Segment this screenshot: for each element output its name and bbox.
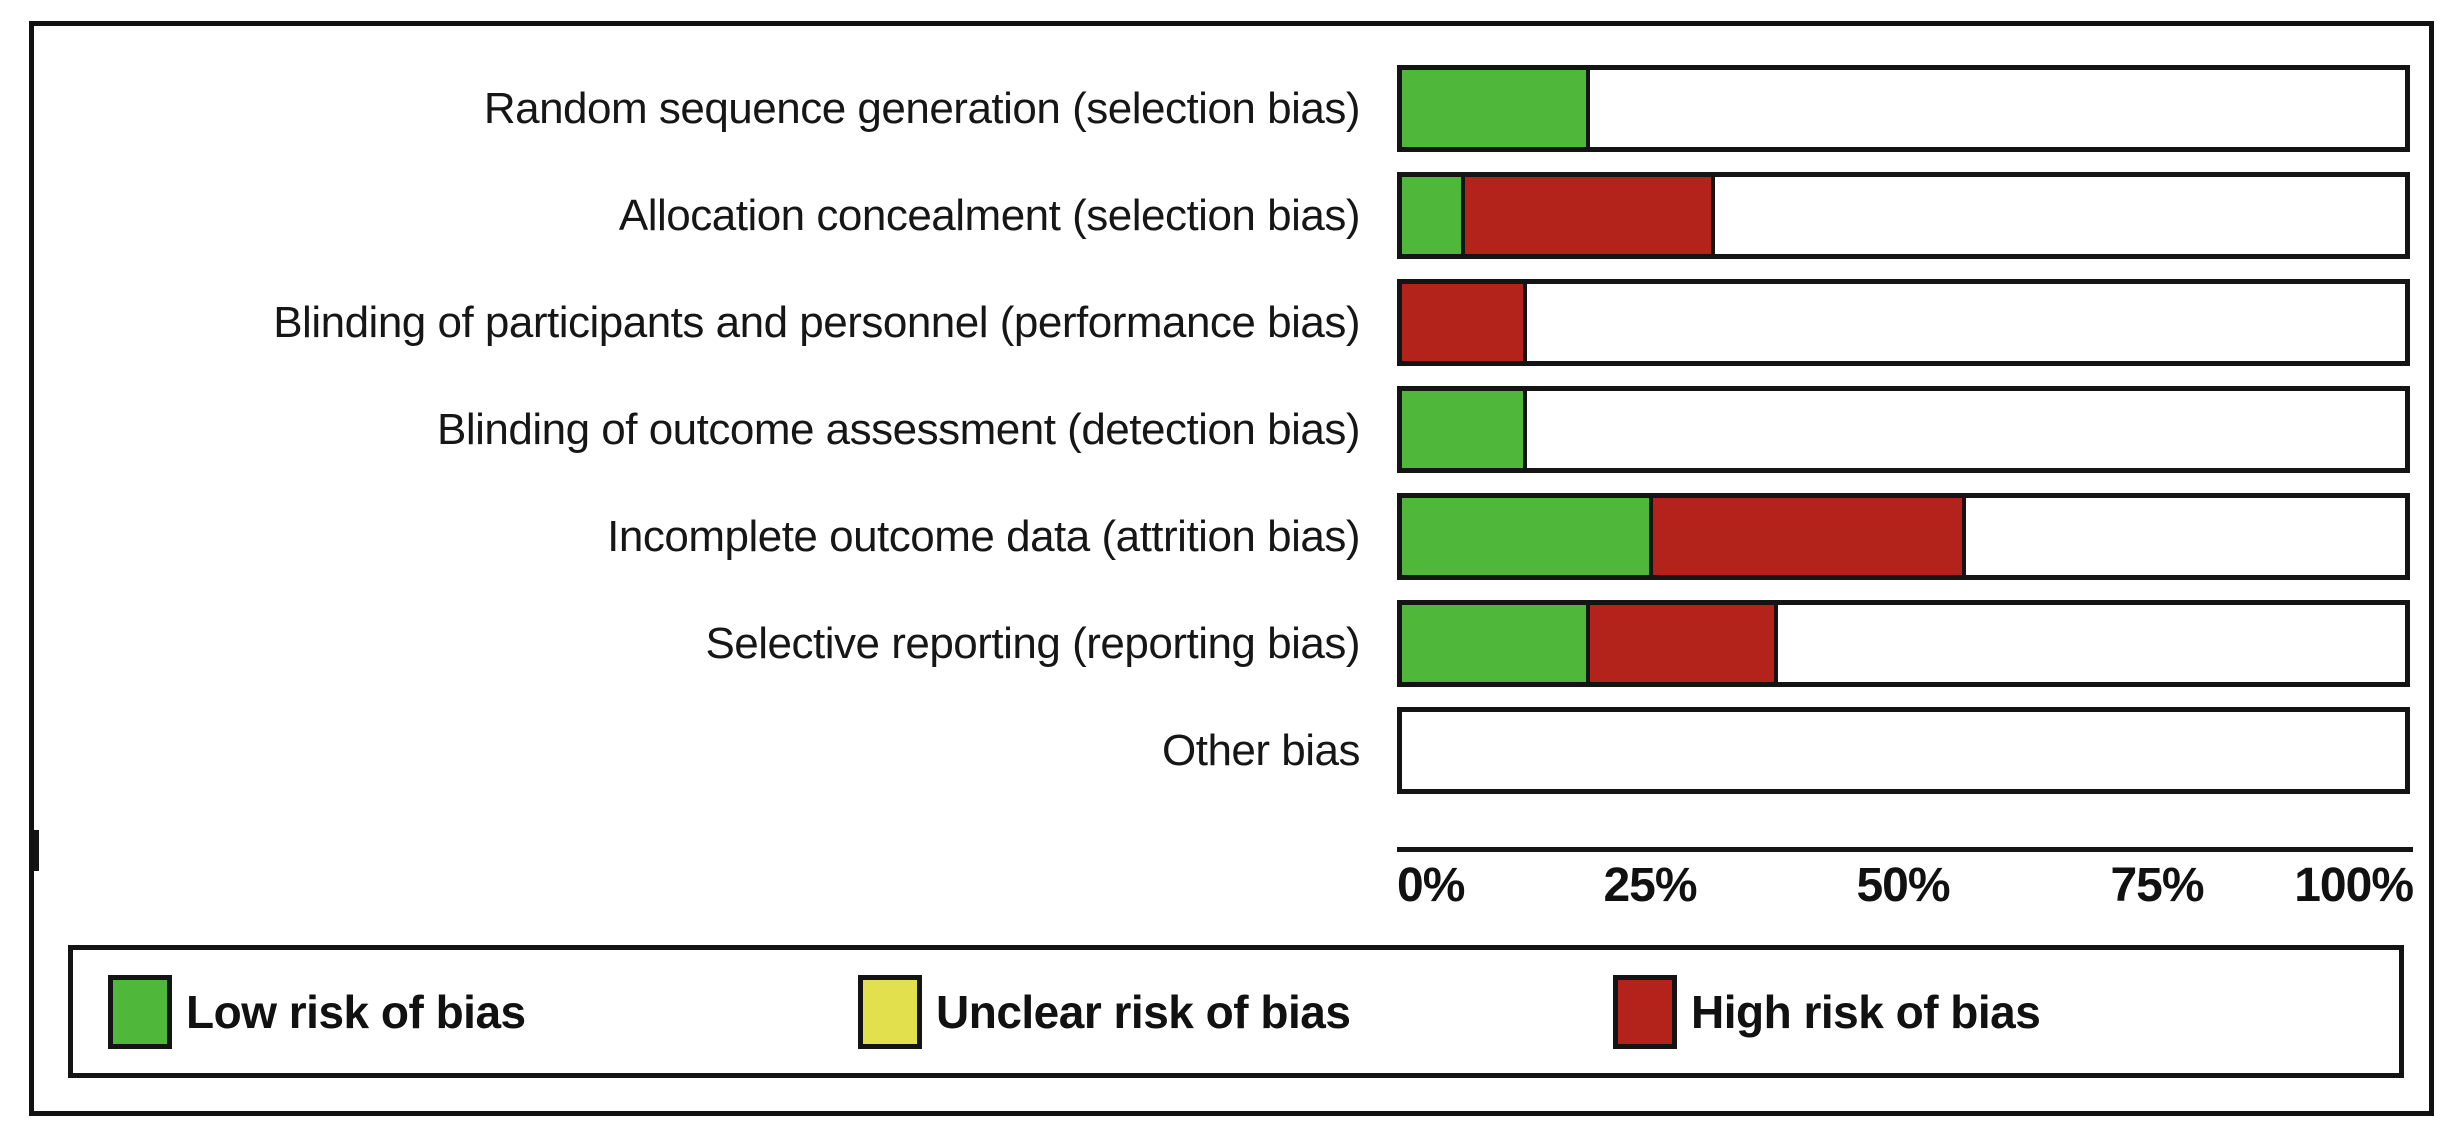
bar-segment-high-risk xyxy=(1652,498,1967,575)
bar-track xyxy=(1397,172,2410,259)
bar-track xyxy=(1397,493,2410,580)
category-label: Incomplete outcome data (attrition bias) xyxy=(607,511,1360,561)
bar-track xyxy=(1397,279,2410,366)
legend-box: Low risk of bias Unclear risk of bias Hi… xyxy=(68,945,2404,1078)
bar-track xyxy=(1397,707,2410,794)
bar-segment-low-risk xyxy=(1402,177,1465,254)
category-label: Blinding of outcome assessment (detectio… xyxy=(437,404,1361,454)
chart-row: Other bias xyxy=(34,707,2429,794)
legend-swatch-unclear-risk xyxy=(858,974,922,1049)
category-label: Random sequence generation (selection bi… xyxy=(483,83,1361,133)
legend-label: High risk of bias xyxy=(1691,985,2041,1038)
bar-segment-high-risk xyxy=(1590,605,1779,682)
category-label: Selective reporting (reporting bias) xyxy=(705,618,1360,668)
legend-item-high-risk: High risk of bias xyxy=(1613,974,2041,1049)
bar-segment-low-risk xyxy=(1402,605,1591,682)
chart-row: Incomplete outcome data (attrition bias) xyxy=(34,493,2429,580)
legend-label: Low risk of bias xyxy=(186,985,526,1038)
legend-item-low-risk: Low risk of bias xyxy=(108,974,526,1049)
bar-segment-low-risk xyxy=(1402,70,1591,147)
bar-track xyxy=(1397,386,2410,473)
x-axis-tick xyxy=(34,830,39,871)
legend-item-unclear-risk: Unclear risk of bias xyxy=(858,974,1351,1049)
x-axis-tick-label: 100% xyxy=(2294,859,2414,912)
category-label: Allocation concealment (selection bias) xyxy=(618,190,1361,240)
bar-segment-high-risk xyxy=(1402,284,1528,361)
x-axis-tick-label: 25% xyxy=(1603,859,1697,912)
chart-row: Selective reporting (reporting bias) xyxy=(34,600,2429,687)
chart-row: Blinding of outcome assessment (detectio… xyxy=(34,386,2429,473)
bar-track xyxy=(1397,65,2410,152)
legend-swatch-low-risk xyxy=(108,974,172,1049)
bar-segment-high-risk xyxy=(1464,177,1716,254)
legend-swatch-high-risk xyxy=(1613,974,1677,1049)
x-axis-tick-label: 50% xyxy=(1856,859,1950,912)
chart-row: Random sequence generation (selection bi… xyxy=(34,65,2429,152)
chart-row: Allocation concealment (selection bias) xyxy=(34,172,2429,259)
x-axis-tick-label: 75% xyxy=(2110,859,2204,912)
legend-label: Unclear risk of bias xyxy=(936,985,1351,1038)
bar-track xyxy=(1397,600,2410,687)
chart-row: Blinding of participants and personnel (… xyxy=(34,279,2429,366)
bar-segment-low-risk xyxy=(1402,498,1653,575)
bar-segment-low-risk xyxy=(1402,391,1528,468)
x-axis-line xyxy=(1397,847,2413,852)
category-label: Blinding of participants and personnel (… xyxy=(273,297,1360,347)
category-label: Other bias xyxy=(1162,725,1360,775)
chart-frame: Random sequence generation (selection bi… xyxy=(29,21,2434,1116)
x-axis-tick-label: 0% xyxy=(1397,859,1465,912)
